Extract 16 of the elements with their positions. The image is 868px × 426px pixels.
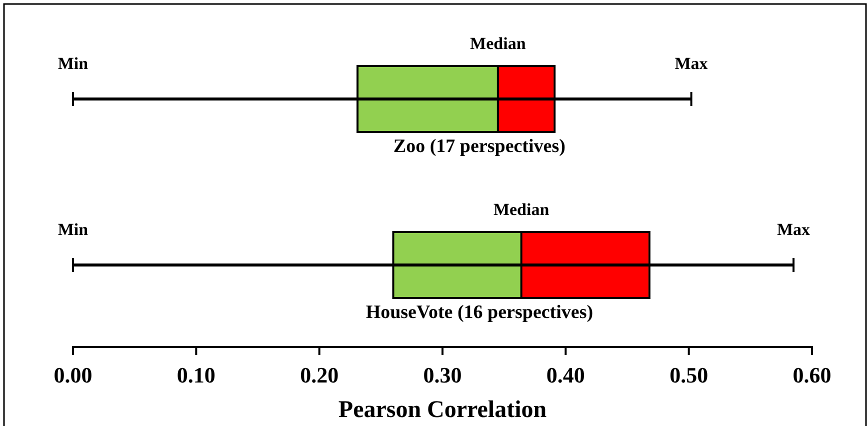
annotation: Median — [493, 200, 550, 219]
x-tick-label: 0.10 — [176, 362, 216, 388]
y-tick-label: Zoo (17 perspectives) — [393, 136, 566, 157]
x-tick-label: 0.60 — [792, 362, 832, 388]
annotation: Max — [777, 220, 811, 239]
x-tick-label: 0.50 — [670, 362, 708, 388]
text: Median — [470, 34, 526, 53]
x-tick-label: 0.00 — [54, 362, 92, 388]
annotation: Min — [58, 54, 89, 73]
x-tick-label: 0.40 — [546, 362, 585, 388]
y-tick-label: HouseVote (16 perspectives) — [366, 302, 594, 323]
annotation: Min — [58, 220, 89, 239]
annotation: Max — [674, 54, 708, 73]
x-tick-label: 0.30 — [423, 362, 462, 388]
x-tick-label: 0.20 — [300, 362, 339, 388]
x-axis-title: Pearson Correlation — [338, 397, 547, 423]
